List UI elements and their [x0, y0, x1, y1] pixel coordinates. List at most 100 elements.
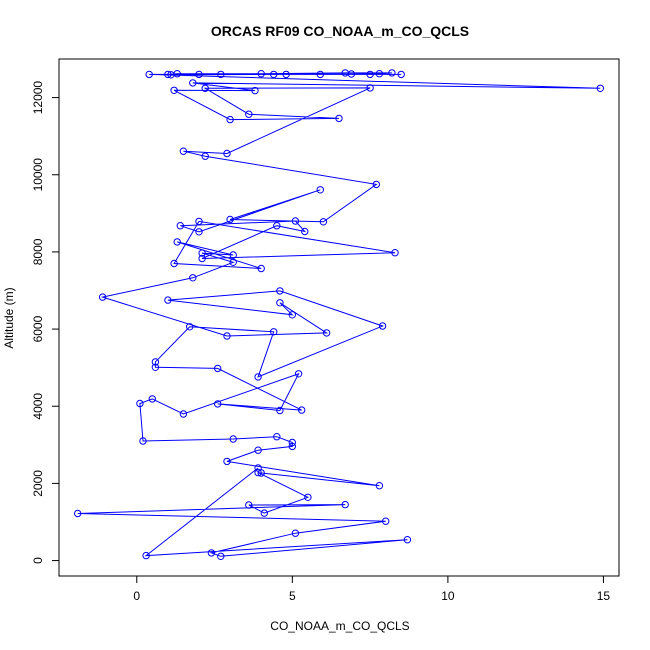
- x-tick-label: 10: [441, 589, 455, 603]
- data-point: [316, 70, 324, 79]
- data-point: [372, 180, 380, 189]
- data-point: [347, 70, 356, 78]
- data-point: [276, 406, 284, 415]
- data-point: [195, 228, 203, 236]
- data-point: [170, 86, 178, 95]
- data-point: [179, 147, 188, 155]
- data-point: [403, 536, 412, 544]
- data-point: [341, 500, 349, 509]
- data-point: [273, 222, 281, 230]
- data-point: [217, 552, 225, 560]
- data-point: [229, 435, 237, 443]
- data-point: [151, 363, 160, 371]
- data-point: [245, 110, 253, 118]
- data-point: [214, 364, 222, 373]
- data-point: [176, 222, 185, 230]
- data-point: [170, 259, 178, 268]
- data-point: [201, 152, 209, 160]
- data-point: [251, 86, 259, 95]
- data-point: [375, 70, 384, 78]
- y-tick-label: 4000: [31, 393, 45, 420]
- data-point: [288, 311, 296, 319]
- data-point: [139, 437, 147, 445]
- data-point: [74, 509, 82, 518]
- data-point: [288, 442, 296, 451]
- x-tick-label: 0: [133, 589, 140, 603]
- data-point: [366, 84, 374, 92]
- data-point: [145, 70, 153, 79]
- data-point: [136, 399, 144, 408]
- data-point: [217, 70, 225, 79]
- data-point: [198, 249, 206, 257]
- data-point: [298, 406, 306, 414]
- data-point: [294, 370, 303, 378]
- chart-title: ORCAS RF09 CO_NOAA_m_CO_QCLS: [211, 23, 469, 39]
- data-point: [223, 457, 231, 466]
- data-point: [207, 549, 216, 557]
- data-point: [304, 493, 312, 501]
- data-point: [322, 329, 331, 337]
- data-point: [273, 433, 281, 441]
- data-point: [319, 218, 328, 226]
- data-point: [316, 186, 324, 194]
- data-point: [164, 296, 172, 304]
- data-point: [229, 251, 237, 259]
- data-point: [276, 287, 284, 295]
- data-point: [397, 70, 405, 79]
- data-point: [151, 358, 160, 366]
- data-point: [257, 264, 265, 273]
- data-point: [382, 517, 390, 525]
- data-point: [254, 446, 262, 454]
- y-axis: 0 2000 4000 6000 8000 10000 12000: [31, 81, 60, 564]
- data-point: [282, 70, 290, 79]
- data-point: [195, 217, 203, 226]
- data-point: [291, 529, 300, 537]
- data-point: [226, 115, 234, 124]
- data-point: [254, 468, 262, 477]
- data-point: [378, 322, 387, 330]
- data-point: [335, 114, 343, 123]
- data-point: [186, 323, 194, 331]
- y-tick-label: 12000: [31, 81, 45, 115]
- data-point: [179, 410, 188, 418]
- y-tick-label: 0: [31, 557, 45, 564]
- data-point: [260, 509, 268, 517]
- data-point: [142, 551, 150, 560]
- data-point: [375, 482, 384, 490]
- data-point: [167, 71, 175, 79]
- data-point: [270, 328, 278, 336]
- data-point: [596, 84, 604, 93]
- data-point: [270, 70, 278, 79]
- series-line: [77, 72, 601, 557]
- data-point: [223, 332, 231, 340]
- y-tick-label: 8000: [31, 238, 45, 265]
- data-point: [276, 299, 284, 307]
- y-axis-label: Altitude (m): [2, 287, 16, 348]
- data-point: [257, 469, 265, 477]
- data-point: [201, 84, 209, 93]
- y-tick-label: 2000: [31, 470, 45, 497]
- data-point: [301, 227, 309, 236]
- data-point: [391, 249, 399, 257]
- data-point: [245, 501, 253, 509]
- data-point: [214, 400, 222, 408]
- data-point: [254, 373, 262, 381]
- series-layer: [74, 69, 604, 560]
- data-point: [366, 70, 374, 79]
- y-tick-label: 10000: [31, 158, 45, 192]
- x-tick-label: 15: [597, 589, 611, 603]
- data-point: [229, 258, 237, 266]
- x-tick-label: 5: [289, 589, 296, 603]
- x-axis-label: CO_NOAA_m_CO_QCLS: [270, 619, 409, 633]
- data-point: [195, 70, 203, 79]
- data-point: [164, 70, 172, 79]
- data-point: [189, 274, 197, 282]
- data-point: [98, 293, 107, 301]
- data-point: [173, 238, 181, 246]
- data-point: [291, 217, 300, 225]
- data-point: [257, 70, 265, 78]
- y-tick-label: 6000: [31, 315, 45, 342]
- x-axis: 0 5 10 15: [133, 575, 611, 603]
- data-point: [388, 69, 396, 77]
